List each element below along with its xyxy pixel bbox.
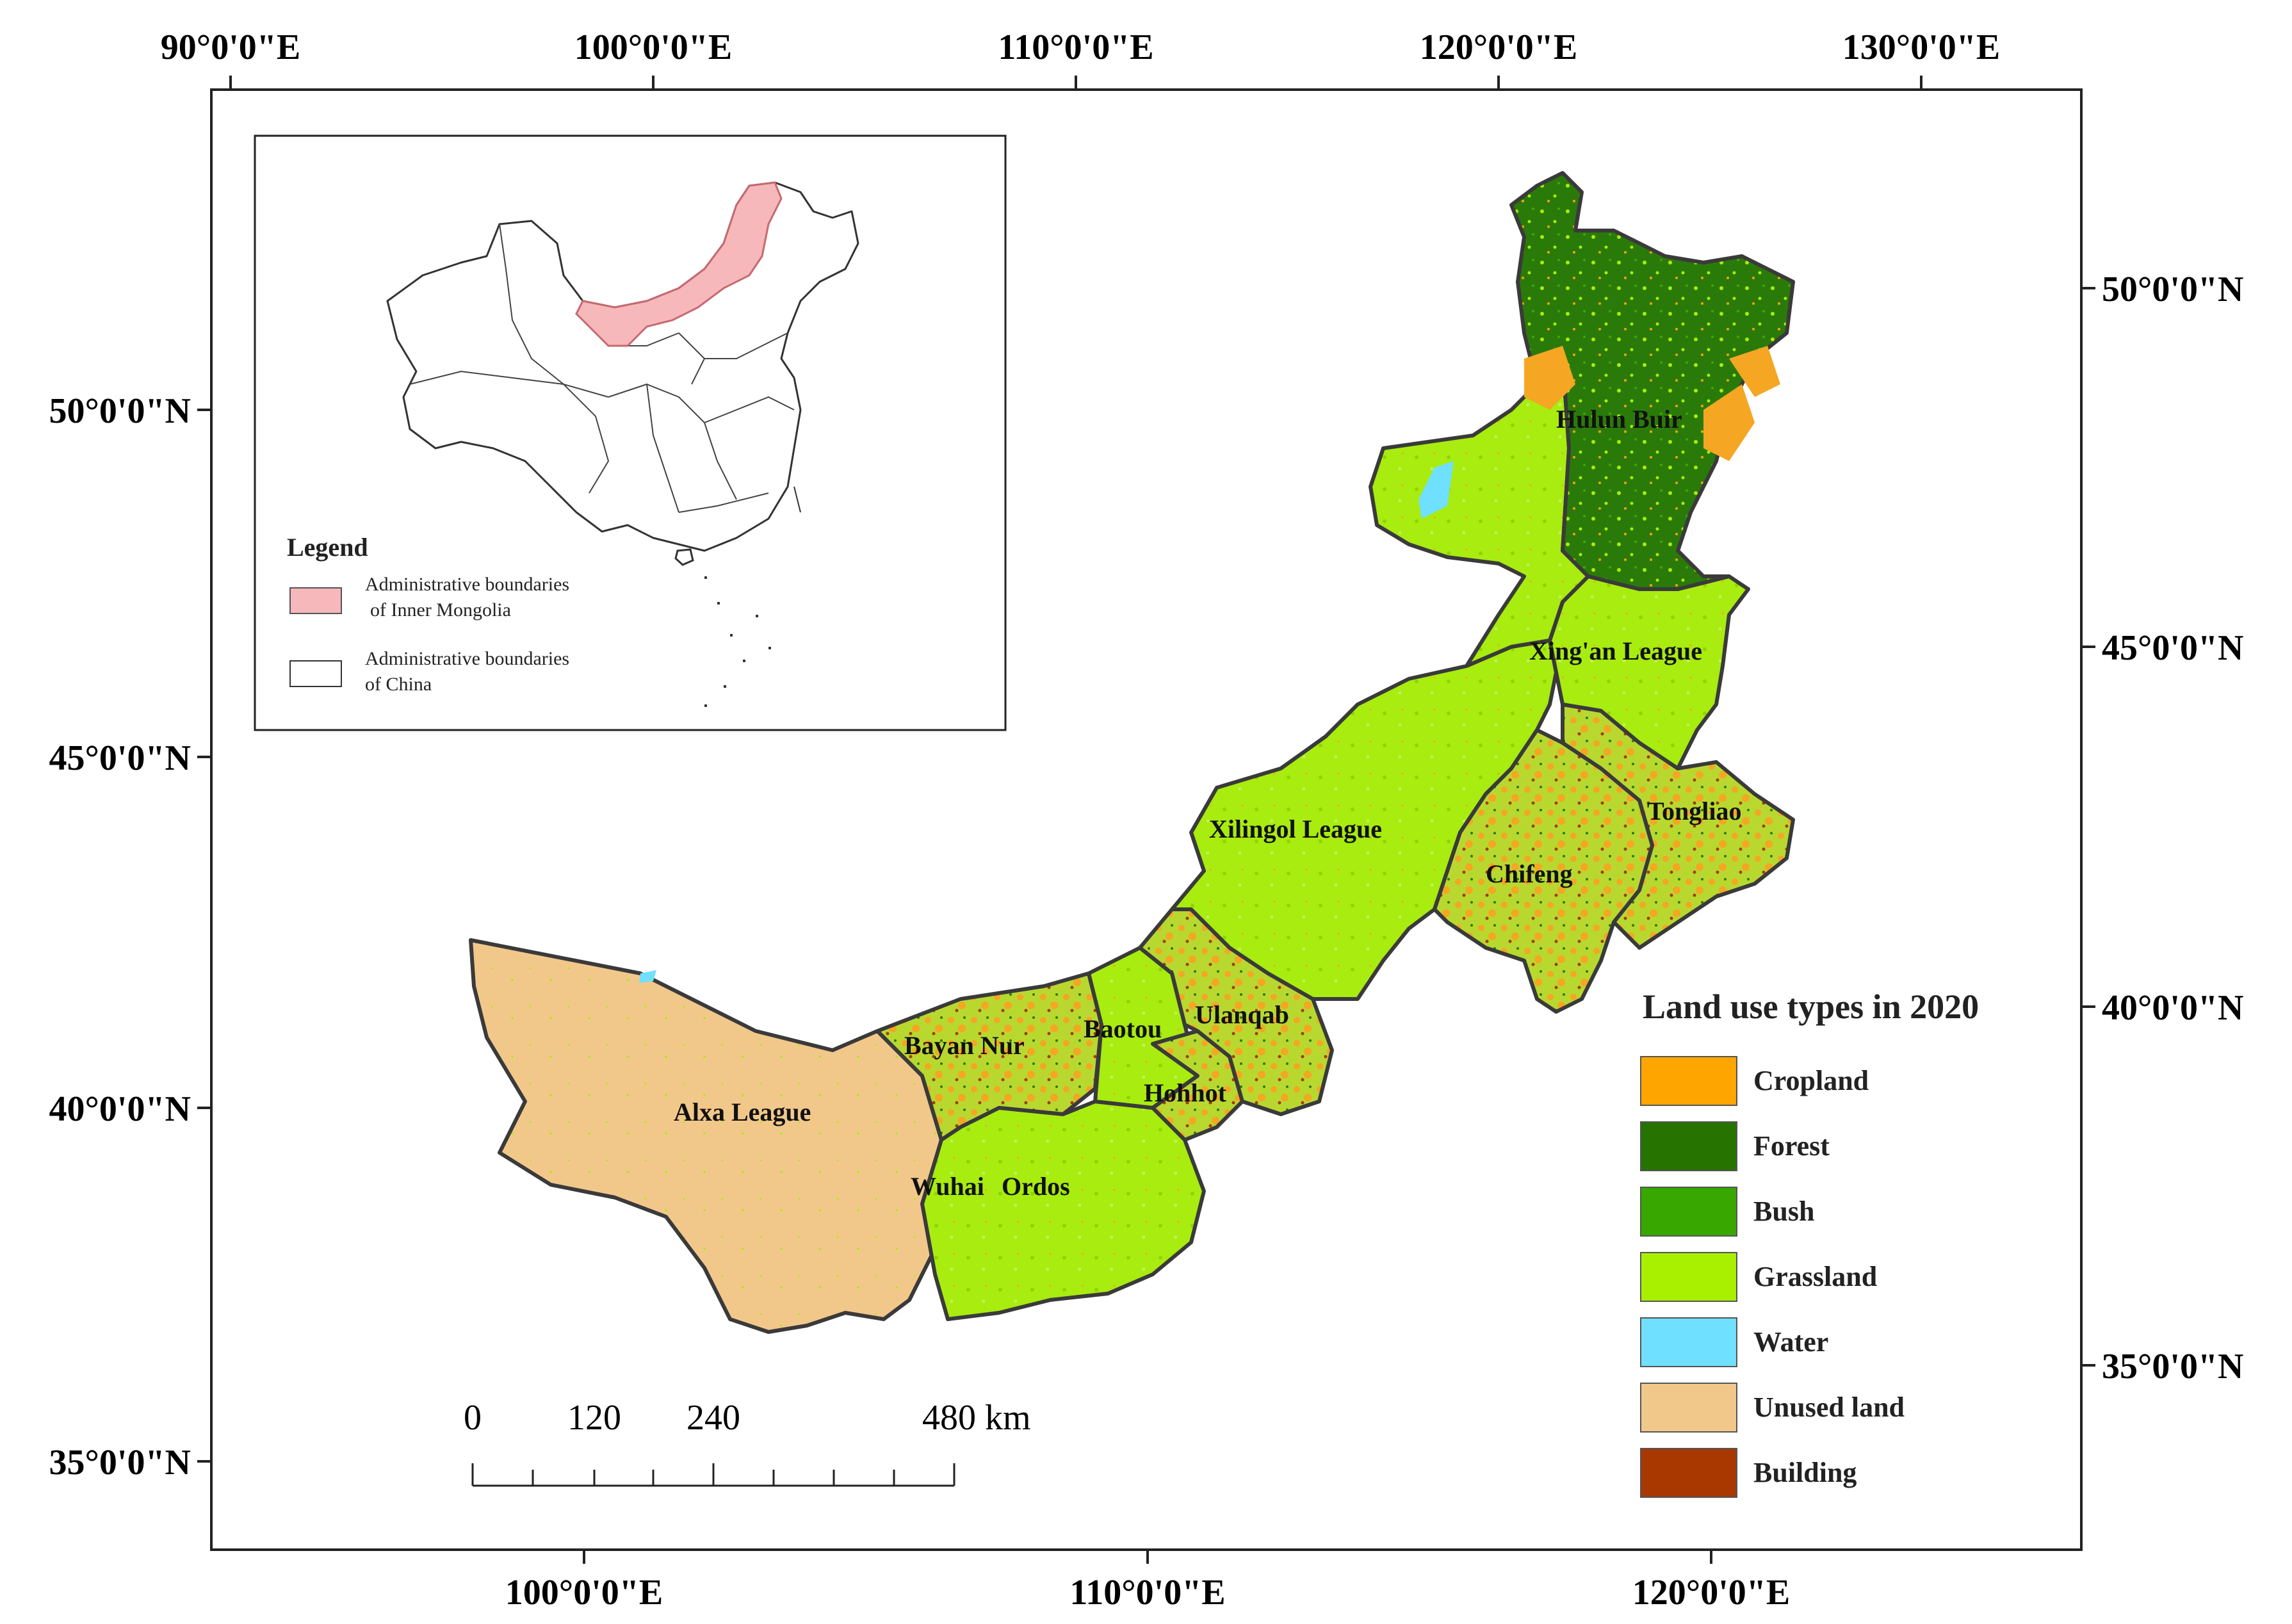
hulun-buir-forest-region xyxy=(1509,171,1795,591)
taiwan-island xyxy=(793,486,801,513)
legend-label-grassland: Grassland xyxy=(1753,1261,1877,1292)
scale-label: 240 xyxy=(687,1398,740,1438)
inset-legend-label: Administrative boundaries xyxy=(365,648,569,669)
right-tick-label: 40°0'0"N xyxy=(2102,988,2243,1028)
top-tick-label: 120°0'0"E xyxy=(1420,28,1577,67)
legend-swatch-forest xyxy=(1640,1121,1737,1171)
bottom-tick-label: 120°0'0"E xyxy=(1632,1573,1790,1612)
left-tick-label: 40°0'0"N xyxy=(49,1089,191,1129)
bayan-nur-region xyxy=(875,971,1103,1142)
legend-label-building: Building xyxy=(1753,1457,1857,1488)
left-tick-label: 45°0'0"N xyxy=(49,738,191,778)
legend-label-bush: Bush xyxy=(1753,1196,1814,1227)
region-label-wuhai: Wuhai xyxy=(911,1172,984,1201)
region-label-ordos: Ordos xyxy=(1002,1172,1070,1201)
region-label-alxa-league: Alxa League xyxy=(674,1098,811,1126)
region-label-hulun-buir: Hulun Buir xyxy=(1556,405,1682,434)
land-use-legend-title: Land use types in 2020 xyxy=(1643,987,1979,1026)
top-tick-label: 90°0'0"E xyxy=(161,28,300,67)
inset-legend-label: of Inner Mongolia xyxy=(370,599,511,621)
region-label-tongliao: Tongliao xyxy=(1647,797,1741,825)
legend-label-water: Water xyxy=(1753,1326,1828,1358)
region-label-xingan-league: Xing'an League xyxy=(1529,637,1702,665)
legend-label-forest: Forest xyxy=(1753,1130,1830,1162)
scale-label: 480 km xyxy=(922,1398,1031,1438)
legend-swatch-building xyxy=(1640,1448,1737,1498)
top-tick-label: 130°0'0"E xyxy=(1842,28,2000,67)
hulun-buir-west-region xyxy=(1369,357,1590,668)
region-label-hohhot: Hohhot xyxy=(1144,1078,1227,1107)
right-tick-label: 50°0'0"N xyxy=(2102,270,2243,309)
legend-swatch-unused-land xyxy=(1640,1383,1737,1433)
frame-ticks xyxy=(197,76,2095,1564)
inset-legend-swatch-china xyxy=(289,660,342,687)
region-label-chifeng: Chifeng xyxy=(1486,859,1573,888)
scale-label: 0 xyxy=(464,1398,482,1438)
legend-label-unused-land: Unused land xyxy=(1753,1392,1905,1423)
china-province-lines xyxy=(409,223,795,513)
legend-swatch-water xyxy=(1640,1317,1737,1367)
hulun-lake-water xyxy=(1418,461,1454,519)
inset-legend-label: of China xyxy=(365,674,432,695)
hainan-island xyxy=(674,548,694,566)
water-patch xyxy=(639,970,656,983)
hulun-buir-cropland-patch xyxy=(1524,346,1575,410)
inset-map: Legend Administrative boundaries of Inne… xyxy=(254,134,1007,731)
legend-swatch-bush xyxy=(1640,1187,1737,1237)
region-label-ulanqab: Ulanqab xyxy=(1195,1000,1289,1029)
hulun-buir-cropland-patch xyxy=(1729,346,1780,397)
scale-label: 120 xyxy=(567,1398,621,1438)
region-label-bayan-nur: Bayan Nur xyxy=(904,1031,1025,1060)
legend-label-cropland: Cropland xyxy=(1753,1065,1869,1096)
right-tick-label: 45°0'0"N xyxy=(2102,628,2243,668)
left-tick-label: 50°0'0"N xyxy=(49,391,191,431)
bottom-tick-label: 110°0'0"E xyxy=(1069,1573,1225,1612)
region-label-xilingol-league: Xilingol League xyxy=(1209,815,1382,843)
top-tick-label: 110°0'0"E xyxy=(998,28,1153,67)
inset-legend-title: Legend xyxy=(287,533,368,562)
ordos-region xyxy=(920,1100,1206,1321)
legend-swatch-grassland xyxy=(1640,1252,1737,1302)
inner-mongolia-map xyxy=(469,171,1795,1334)
scale-bar: 0 120 240 480 km xyxy=(464,1398,1031,1487)
bottom-tick-label: 100°0'0"E xyxy=(505,1573,663,1612)
hulun-buir-cropland-patch xyxy=(1703,384,1755,461)
land-use-legend: Land use types in 2020 Cropland Forest Bus… xyxy=(1640,987,1979,1498)
inner-mongolia-highlight xyxy=(575,181,783,347)
top-tick-label: 100°0'0"E xyxy=(574,28,732,67)
right-tick-label: 35°0'0"N xyxy=(2102,1347,2243,1386)
inset-legend-label: Administrative boundaries xyxy=(365,574,569,595)
south-china-sea-islands xyxy=(704,576,771,707)
legend-swatch-cropland xyxy=(1640,1056,1737,1106)
alxa-league-region xyxy=(469,938,943,1334)
region-label-baotou: Baotou xyxy=(1084,1014,1162,1043)
left-tick-label: 35°0'0"N xyxy=(49,1443,191,1482)
inset-legend-swatch-inner-mongolia xyxy=(289,587,342,614)
